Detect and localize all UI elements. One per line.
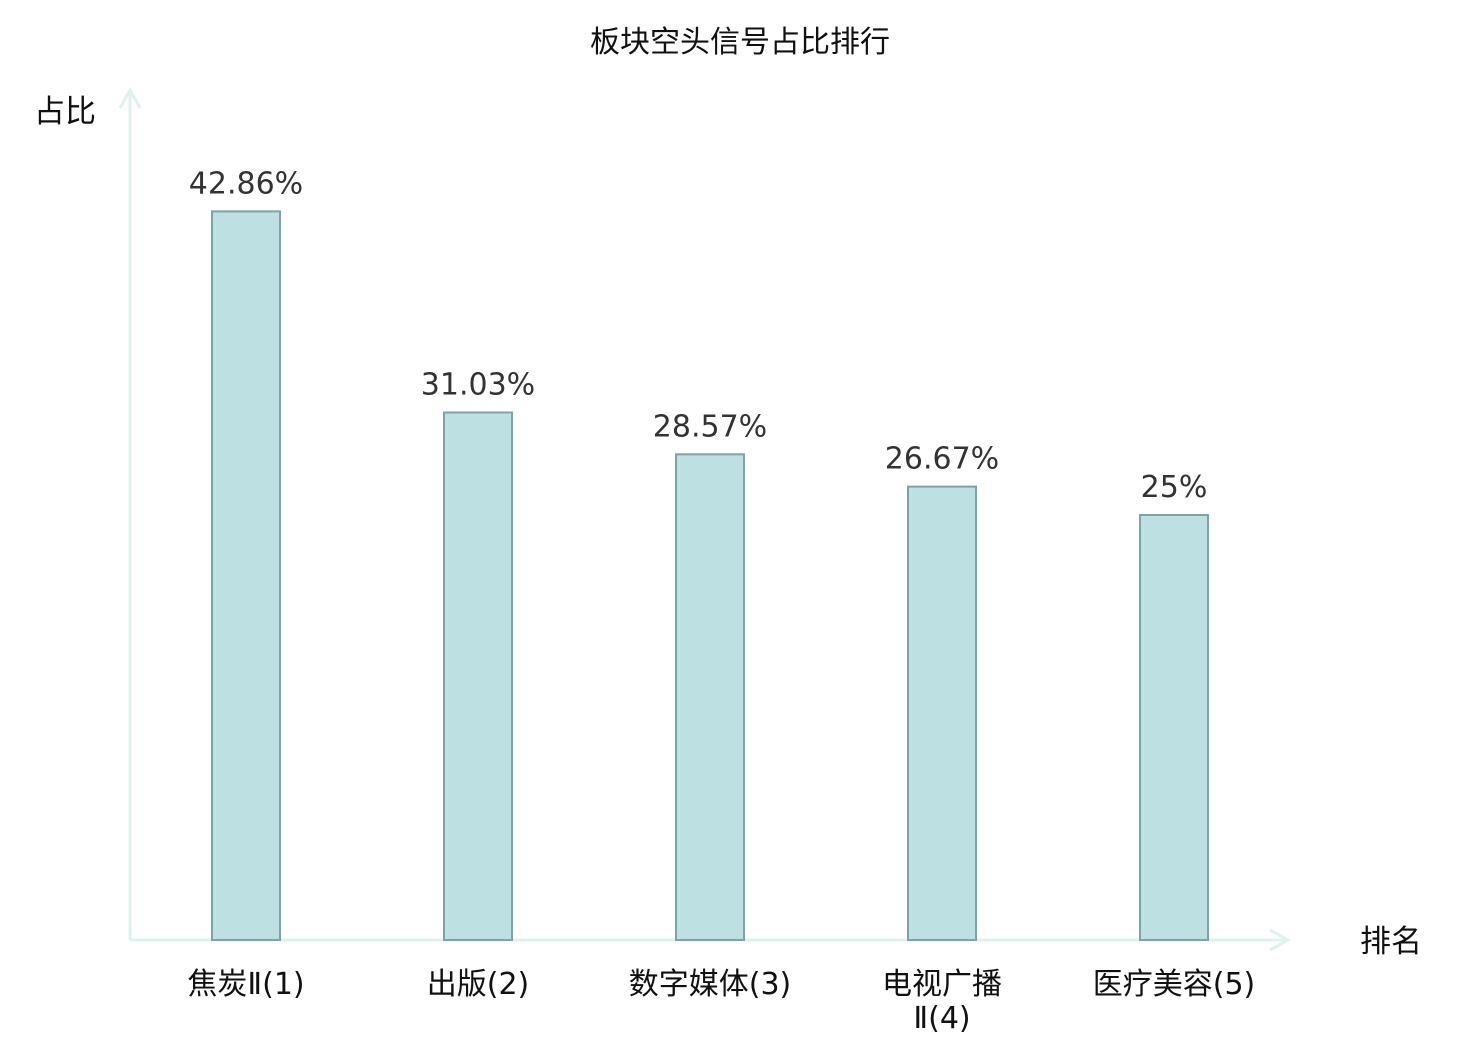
bar [907,485,977,941]
category-label: 出版(2) [427,967,530,1002]
category-rank: (5) [1213,967,1256,1002]
value-label: 26.67% [885,442,999,477]
x-axis-arrow [1269,928,1292,952]
value-label: 28.57% [653,409,767,444]
value-label: 42.86% [189,166,303,201]
value-label: 31.03% [421,367,535,402]
category-rank: (3) [749,967,792,1002]
category-name: 出版 [427,967,487,1002]
category-name: 数字媒体 [629,967,749,1002]
category-name: 焦炭Ⅱ [187,967,262,1002]
x-axis-label: 排名 [1360,924,1422,960]
category-name: 医疗美容 [1093,967,1213,1002]
category-label: 电视广播 Ⅱ(4) [882,967,1002,1036]
category-label: 焦炭Ⅱ(1) [187,967,304,1002]
bar [211,210,281,941]
value-label: 25% [1141,470,1208,505]
bars [211,210,1209,941]
bar [443,411,513,941]
category-rank: (2) [487,967,530,1002]
category-rank: (1) [262,967,305,1002]
bar [675,453,745,941]
category-name-cont: Ⅱ(4) [913,1001,970,1036]
bar [1139,514,1209,941]
chart-title: 板块空头信号占比排行 [590,25,890,60]
value-labels: 42.86% 31.03% 28.57% 26.67% 25% [189,166,1208,505]
y-axis-label: 占比 [34,94,96,130]
category-labels: 焦炭Ⅱ(1) 出版(2) 数字媒体(3) 电视广播 Ⅱ(4) 医疗美容(5) [187,967,1255,1036]
category-label: 数字媒体(3) [629,967,792,1002]
y-axis-arrow [118,86,142,109]
category-name: 电视广播 [882,967,1002,1002]
category-label: 医疗美容(5) [1093,967,1256,1002]
